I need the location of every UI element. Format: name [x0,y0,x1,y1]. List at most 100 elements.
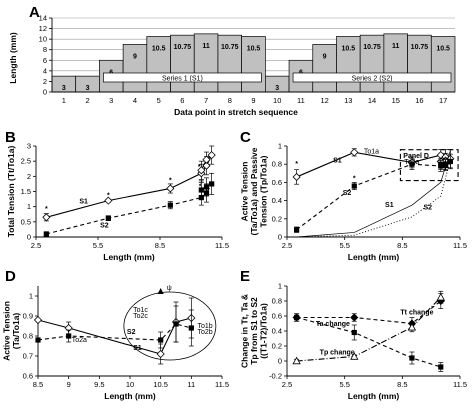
panel-a-bar-label: 10.5 [247,46,261,53]
panel-c-x-tick-label: 11.5 [453,241,467,250]
panel-a-x-tick-label: 4 [133,96,137,105]
panel-e-data-point [350,352,359,360]
panel-b-y-tick-label: 1.5 [21,187,31,196]
panel-e-axes: -0.2 0 0.2 0.4 0.6 0.8 1 2.5 5.5 8.5 11.5 [269,282,467,390]
panel-b-data-point [104,196,113,205]
panel-e-y-tick-label: 1 [278,282,282,291]
panel-d-data-point [156,349,165,359]
panel-b-data-point [202,155,211,164]
panel-c-series-line [296,160,451,231]
panel-d-label-to2a: To2a [72,337,87,344]
panel-d-x-tick-label: 9 [67,380,71,389]
panel-a-x-tick-label: 3 [109,96,113,105]
panel-d-data-point [188,325,194,331]
panel-c-y-axis-title-line: Tension (Tp/To1a) [259,155,269,227]
panel-c-series-label-s2: S2 [343,190,352,197]
panel-a-x-tick-label: 17 [439,96,447,105]
panel-c-label-to2a: To2a [404,159,419,166]
panel-d-label-to2b: To2b [197,329,212,336]
panel-a-bar [312,44,337,93]
panel-d-data-point [35,337,41,343]
panel-a-x-tick-label: 10 [273,96,281,105]
panel-c-data-point [294,227,300,233]
panel-d-y-tick-label: 0.6 [23,372,33,381]
panel-d-chart: 0.6 0.7 0.8 0.9 1 8.5 9 9.5 10 10.5 11 11.5 Length (… [1,285,229,401]
panel-a-x-tick-label: 8 [228,96,232,105]
panel-d-series-line [37,323,192,341]
panel-letter-d: D [5,268,16,285]
panel-a-y-tick-label: 12 [39,24,47,33]
panel-b-data-point [203,184,210,190]
panel-e-label-ta-change: Ta change [316,321,350,328]
panel-a-y-tick-label: 2 [43,77,47,86]
panel-letter-c: C [240,129,251,146]
panel-d-data-point [158,337,164,343]
panel-d-label-to2c: To2c [133,313,148,320]
panel-c-y-tick-label: 0.6 [272,178,282,187]
panel-e-y-axis-title-line: Change in Tt, Ta & [240,294,250,368]
panel-a-bar-label: 10.75 [221,44,239,51]
panel-b-data-point [198,187,204,193]
panel-a-bar-label: 10.5 [152,46,166,53]
panel-a-bar-label: 3 [62,85,66,92]
panel-e-y-axis-title-line: Tp from S1 to S2 [249,297,259,365]
panel-d-series-label-s1: S1 [133,345,142,352]
panel-e-series-line [296,296,442,362]
panel-e-y-tick-label: -0.2 [269,372,282,381]
panel-c-significance-star: * [295,161,298,168]
panel-c-y-tick-label: 1 [278,142,282,151]
panel-d-marker-triangle [157,288,164,294]
panel-d-axes: 0.6 0.7 0.8 0.9 1 8.5 9 9.5 10 10.5 11 11.5 [23,286,229,389]
panel-c-y-tick-label: 0.4 [272,196,282,205]
panel-letter-b: B [5,129,16,146]
panel-e-x-tick-label: 8.5 [397,380,407,389]
panel-c-data-point [409,161,415,167]
panel-d-series [35,305,194,349]
panel-a-bar-label: 10.5 [342,46,356,53]
panel-c-series [294,153,453,233]
panel-b-y-axis-title: Total Tension (Tt/To1a) [6,146,16,238]
panel-b-y-tick-label: 2.5 [21,157,31,166]
panel-b-x-tick-label: 2.5 [31,241,41,250]
panel-a-x-tick-label: 13 [344,96,352,105]
panel-a-x-tick-label: 2 [85,96,89,105]
panel-d-label-to1b: To1b [197,323,212,330]
panel-b-x-tick-label: 8.5 [155,241,165,250]
panel-a-series-box-label: Series 1 (S1) [162,76,203,83]
panel-b-significance-star: * [199,183,202,190]
panel-b-significance-star: * [198,164,201,171]
panel-d-x-tick-label: 11.5 [215,380,229,389]
panel-e-x-axis-title: Length (mm) [348,391,400,401]
panel-c-y-axis-title-line: Active Tension [240,162,250,222]
panel-c-x-axis-title: Length (mm) [348,252,400,262]
panel-a-x-tick-label: 9 [251,96,255,105]
panel-e-data-point [294,314,300,321]
panel-d-series [33,297,196,365]
panel-c-data-point [438,161,444,167]
panel-c-series-label-s1-passive: S1 [385,202,394,209]
panel-d-x-tick-label: 11 [187,380,195,389]
panel-e-y-tick-label: 0.2 [272,342,282,351]
panel-a-bar-label: 3 [86,85,90,92]
panel-b-data-point [105,215,111,221]
panel-b-data-point [167,202,173,208]
panel-a-bar-label: 11 [202,43,210,50]
panel-a-bar-label: 10.75 [411,44,429,51]
panel-d-y-tick-label: 1 [29,292,33,301]
panel-e-x-tick-label: 11.5 [453,380,467,389]
panel-d-y-tick-label: 0.7 [23,352,33,361]
panel-b-x-tick-label: 11.5 [215,241,229,250]
panel-a-y-axis-title: Length (mm) [8,32,18,84]
panel-d-label-psi: ψ [167,285,172,292]
panel-a-bar-label: 9 [323,53,327,60]
panel-d-x-tick-label: 10.5 [153,380,168,389]
panel-c-data-point [351,183,357,189]
panel-e-series-line [296,316,441,368]
panel-d-highlight-circle [123,291,217,361]
panel-c-label-to1a: To1a [364,148,379,155]
panel-c-panel-d-box [399,149,459,182]
panel-c-x-tick-label: 2.5 [282,241,292,250]
panel-b-series-line [46,182,214,235]
panel-c-axes: 0 0.2 0.4 0.6 0.8 1 2.5 5.5 8.5 11.5 [272,142,467,251]
